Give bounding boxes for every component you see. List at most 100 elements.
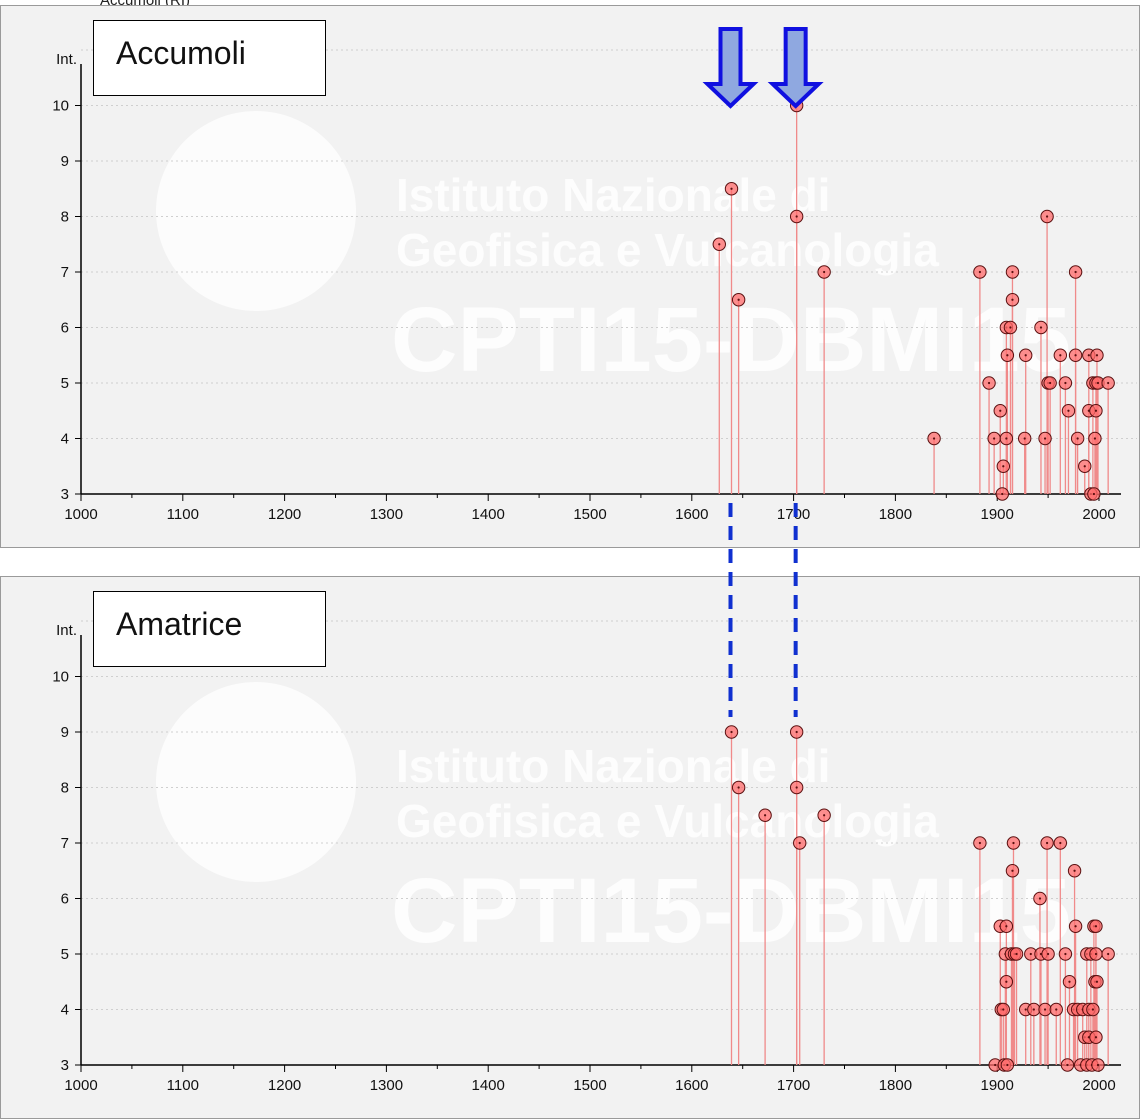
data-point-center <box>1094 1036 1098 1039</box>
y-tick-label: 5 <box>61 946 69 963</box>
watermark-globe <box>156 111 356 311</box>
data-point-center <box>1076 437 1079 440</box>
data-point-center <box>1093 437 1097 440</box>
data-point-center <box>1091 1008 1094 1011</box>
y-tick-label: 8 <box>61 780 69 797</box>
watermark-globe <box>156 682 356 882</box>
data-point-center <box>1002 465 1005 468</box>
x-tick-label: 1300 <box>370 506 403 523</box>
data-point-center <box>823 814 826 817</box>
watermark-text-line: Istituto Nazionale di <box>396 169 830 221</box>
data-point-center <box>1087 354 1090 357</box>
data-point-center <box>1096 381 1100 385</box>
data-point-center <box>795 730 798 734</box>
data-point-center <box>1059 354 1062 357</box>
data-point-center <box>718 243 721 246</box>
data-point-center <box>994 1063 997 1067</box>
data-point-center <box>795 215 798 218</box>
x-tick-label: 1500 <box>573 506 606 523</box>
y-tick-label: 9 <box>61 153 69 170</box>
data-point-center <box>1074 925 1077 928</box>
x-tick-label: 1000 <box>64 1077 97 1094</box>
data-points <box>724 725 1115 1072</box>
data-point-center <box>1096 1063 1100 1067</box>
data-point-center <box>1068 980 1071 983</box>
data-point-center <box>987 381 991 385</box>
data-point-center <box>1001 492 1004 496</box>
x-tick-label: 2000 <box>1082 506 1115 523</box>
data-point-center <box>1005 437 1008 440</box>
data-point-center <box>1095 980 1099 983</box>
data-point-center <box>1066 1063 1069 1067</box>
watermark-text-line: Geofisica e Vulcanologia <box>396 224 939 276</box>
data-point-center <box>1006 1063 1009 1067</box>
data-point-center <box>978 841 981 845</box>
x-tick-label: 1100 <box>167 1077 199 1094</box>
data-point-center <box>737 298 740 301</box>
x-tick-label: 1700 <box>777 506 810 523</box>
data-point-center <box>1074 270 1077 274</box>
chart-panel-accumoli: Istituto Nazionale di Geofisica e Vulcano… <box>0 5 1140 548</box>
data-point-center <box>1047 952 1050 956</box>
data-point-center <box>1029 952 1032 956</box>
y-tick-label: 10 <box>52 669 69 686</box>
x-tick-label: 1300 <box>370 1077 403 1094</box>
x-tick-label: 1000 <box>64 506 97 523</box>
data-point-center <box>1006 354 1009 357</box>
data-point-center <box>1094 409 1098 412</box>
x-tick-label: 1600 <box>675 1077 708 1094</box>
data-point-center <box>1012 841 1015 845</box>
data-point-center <box>1059 841 1062 845</box>
data-point-center <box>1074 354 1077 357</box>
data-point-center <box>1055 1008 1058 1011</box>
x-tick-label: 1100 <box>167 506 199 523</box>
x-tick-label: 1800 <box>879 1077 912 1094</box>
data-point-center <box>1011 270 1014 274</box>
data-point-center <box>1024 354 1027 357</box>
data-point-center <box>730 187 733 190</box>
data-point-center <box>737 786 740 789</box>
y-tick-label: 7 <box>61 264 69 281</box>
data-point-center <box>1067 409 1070 412</box>
station-label: Accumoli <box>116 35 246 71</box>
y-tick-label: 4 <box>61 1002 69 1019</box>
data-point-center <box>1005 925 1008 928</box>
data-point-center <box>1005 980 1008 983</box>
data-point-center <box>1107 952 1110 956</box>
data-point-center <box>1023 437 1026 440</box>
x-tick-label: 1900 <box>981 506 1014 523</box>
data-point-center <box>932 437 936 440</box>
y-tick-label: 4 <box>61 431 69 448</box>
data-point-center <box>1039 326 1043 329</box>
y-tick-label: 9 <box>61 724 69 741</box>
data-point-center <box>763 814 767 817</box>
data-point-center <box>1094 925 1098 928</box>
data-point-center <box>1045 841 1049 845</box>
y-tick-label: 3 <box>61 1057 69 1074</box>
y-tick-label: 6 <box>61 891 69 908</box>
data-point-center <box>1032 1008 1035 1011</box>
x-tick-label: 1400 <box>472 506 505 523</box>
data-point-center <box>1009 326 1012 329</box>
y-tick-label: 5 <box>61 375 69 392</box>
data-point-center <box>1092 492 1096 496</box>
x-tick-label: 1500 <box>573 1077 606 1094</box>
data-point-center <box>999 409 1002 412</box>
data-points <box>712 98 1115 501</box>
data-point-center <box>978 270 981 274</box>
data-point-center <box>798 841 801 845</box>
watermark-text-line: Geofisica e Vulcanologia <box>396 795 939 847</box>
data-point-center <box>993 437 996 440</box>
y-tick-label: 7 <box>61 835 69 852</box>
data-point-center <box>1011 869 1014 872</box>
x-tick-label: 1900 <box>981 1077 1014 1094</box>
y-tick-label: 8 <box>61 209 69 226</box>
y-tick-label: 6 <box>61 320 69 337</box>
x-tick-label: 1800 <box>879 506 912 523</box>
x-tick-label: 1200 <box>268 506 301 523</box>
data-point-center <box>1002 1008 1005 1011</box>
y-tick-label: 3 <box>61 486 69 503</box>
